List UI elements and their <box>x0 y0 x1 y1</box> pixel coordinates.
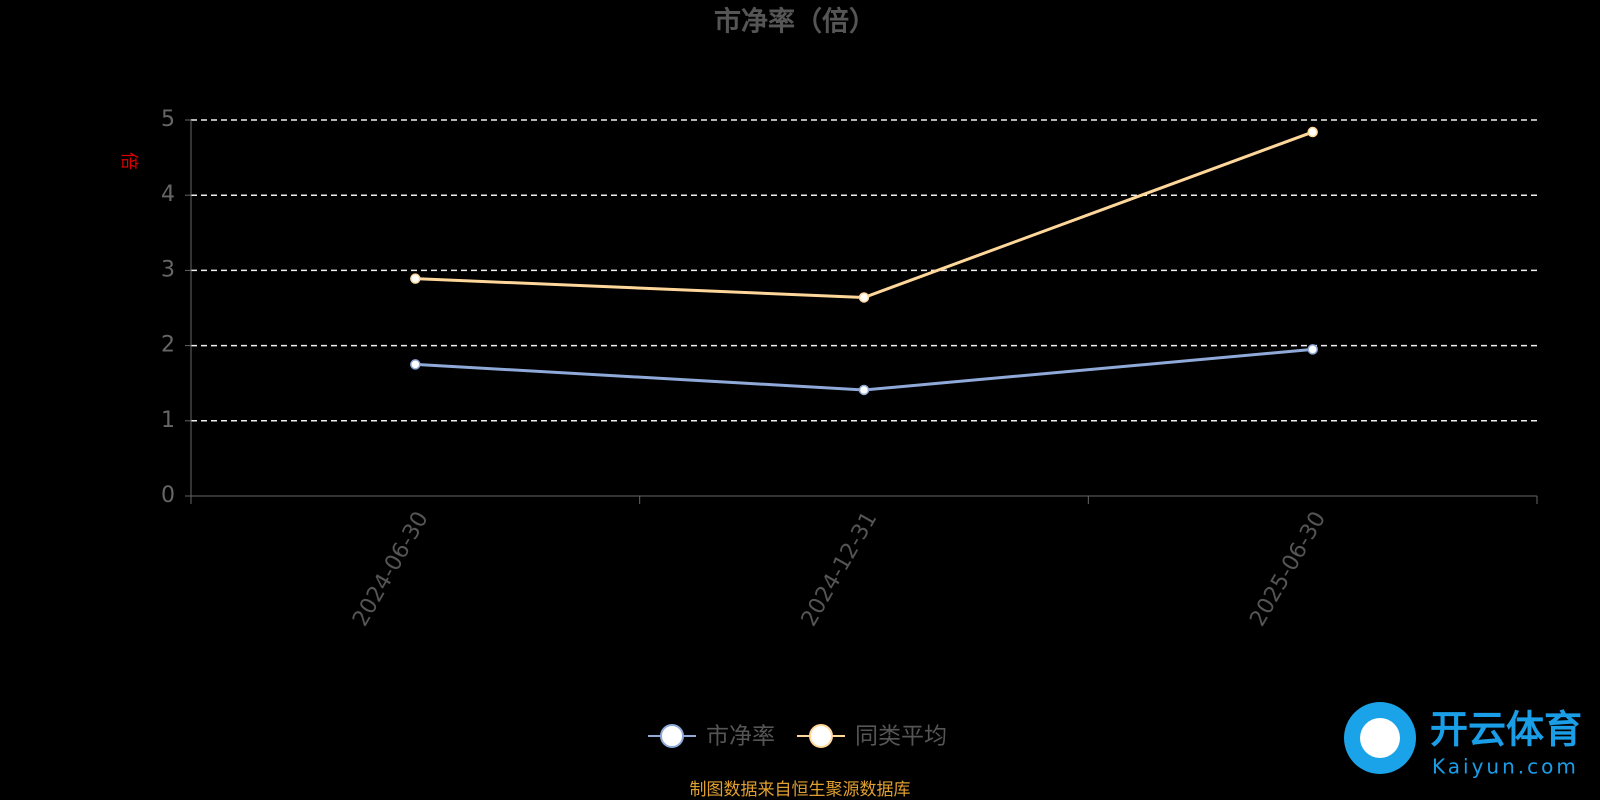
y-axis-label: 倍 <box>118 152 139 170</box>
watermark: 开云体育 Kaiyun.com <box>1344 702 1582 779</box>
data-point <box>410 359 421 370</box>
legend-label: 同类平均 <box>855 724 947 750</box>
series-line <box>415 347 1313 392</box>
legend-label: 市净率 <box>706 724 775 750</box>
source-note: 制图数据来自恒生聚源数据库 <box>690 780 911 800</box>
legend-item[interactable]: 市净率 <box>648 724 775 750</box>
y-tick-label: 2 <box>161 333 175 358</box>
data-point <box>410 273 421 284</box>
y-tick-label: 4 <box>161 182 175 207</box>
data-point <box>858 292 870 303</box>
y-tick-label: 3 <box>161 257 175 282</box>
chart-title: 市净率（倍） <box>714 6 876 38</box>
data-point <box>858 384 870 396</box>
series-line <box>415 130 1314 299</box>
x-tick-label: 2025-06-30 <box>1245 508 1331 631</box>
data-point <box>1307 344 1318 355</box>
y-tick-label: 1 <box>161 408 175 433</box>
x-tick-label: 2024-12-31 <box>797 508 883 631</box>
data-point <box>1307 126 1318 138</box>
y-tick-label: 5 <box>161 107 175 132</box>
legend-marker <box>660 724 684 748</box>
legend-item[interactable]: 同类平均 <box>797 724 947 750</box>
watermark-brand: 开云体育 <box>1430 708 1582 752</box>
legend: 市净率 同类平均 <box>648 724 947 750</box>
legend-marker <box>809 724 833 748</box>
x-tick-label: 2024-06-30 <box>348 508 434 631</box>
watermark-site: Kaiyun.com <box>1432 755 1579 779</box>
watermark-logo-ball <box>1360 718 1400 758</box>
y-tick-label: 0 <box>161 483 175 508</box>
